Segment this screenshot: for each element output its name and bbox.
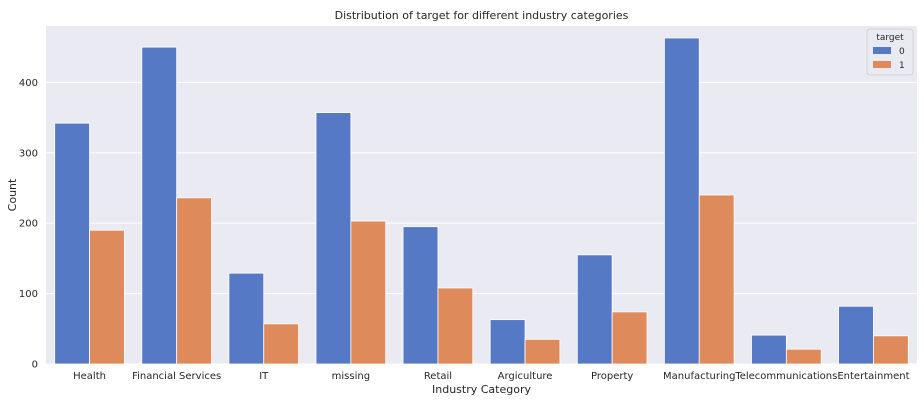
y-tick-label: 0 [32,360,38,371]
bar-1-telecommunications [785,348,822,365]
y-tick-label: 400 [19,78,38,89]
bar-0-telecommunications [751,334,787,365]
bar-1-financial-services [176,197,212,365]
bar-0-financial-services [141,46,178,365]
legend-swatch [873,47,891,54]
bar-1-manufacturing [698,194,735,365]
x-tick-label: Entertainment [837,371,909,382]
bar-0-it [228,272,265,365]
bar-0-missing [315,112,352,365]
bar-1-retail [437,287,474,365]
bar-0-manufacturing [664,37,700,365]
x-tick-label: IT [259,371,269,382]
bar-1-entertainment [873,335,909,365]
x-tick-label: Manufacturing [663,371,735,382]
legend-title: target [876,33,904,43]
x-tick-label: Argiculture [498,371,553,382]
x-tick-label: Retail [424,371,452,382]
x-tick-label: missing [332,371,370,382]
chart-title: Distribution of target for different ind… [335,9,629,22]
bar-1-it [263,323,299,365]
bar-0-argiculture [489,319,526,365]
y-tick-label: 100 [19,289,38,300]
y-axis-title: Count [6,178,19,211]
legend: target 01 [866,28,914,76]
legend-items: 01 [873,47,905,71]
bar-0-property [576,254,613,365]
bar-0-entertainment [838,305,874,365]
y-axis-ticks: 0 100 200 300 400 [19,78,38,371]
legend-label: 1 [899,61,905,71]
x-tick-label: Telecommunications [734,371,837,382]
x-tick-label: Financial Services [132,371,221,382]
bars [54,37,909,365]
legend-swatch [873,61,891,68]
x-axis-ticks: Health Financial Services IT missing Retail A… [73,371,909,382]
y-tick-label: 200 [19,219,38,230]
x-axis-title: Industry Category [432,383,531,396]
bar-1-property [611,311,648,365]
bar-1-missing [350,220,387,365]
x-tick-label: Health [73,371,106,382]
bar-0-health [54,122,90,365]
bar-1-argiculture [524,338,561,365]
y-tick-label: 300 [19,148,38,159]
x-tick-label: Property [591,371,633,382]
legend-label: 0 [899,47,905,57]
bar-0-retail [402,226,439,365]
bar-1-health [89,229,125,365]
